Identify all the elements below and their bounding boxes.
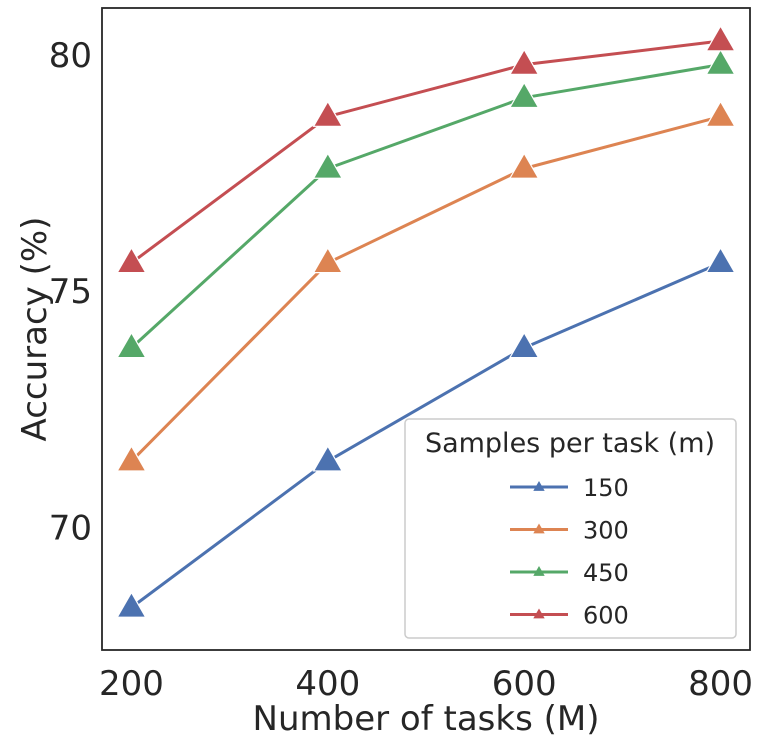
series-point-600: [312, 100, 344, 127]
series-point-450: [705, 48, 736, 75]
series-line-450: [130, 63, 721, 349]
x-tick-label: 800: [688, 664, 753, 704]
legend-marker-300: [533, 523, 545, 534]
legend-label-450: 450: [583, 559, 629, 587]
series-point-300: [705, 100, 736, 127]
plot-area: [101, 7, 751, 651]
y-axis-ticks: 70 75 80: [49, 36, 92, 548]
series-line-600: [130, 39, 721, 265]
legend-marker-450: [533, 566, 545, 576]
legend-label-600: 600: [583, 602, 629, 630]
x-tick-label: 200: [99, 664, 164, 704]
legend: Samples per task (m) 150 300 450 600: [404, 418, 737, 639]
series-point-150: [116, 591, 147, 618]
legend-marker-600: [533, 608, 545, 619]
series-point-600: [116, 246, 147, 274]
legend-box: [404, 418, 737, 639]
x-tick-label: 600: [492, 664, 557, 704]
x-axis-label: Number of tasks (M): [253, 699, 600, 739]
series-point-150: [705, 246, 736, 274]
y-axis-label: Accuracy (%): [15, 217, 55, 442]
series-point-150: [508, 331, 540, 359]
series-point-450: [508, 81, 540, 109]
series-line-300: [130, 115, 721, 463]
legend-title: Samples per task (m): [425, 428, 715, 459]
series-layer: [116, 24, 736, 618]
x-tick-label: 400: [295, 664, 360, 704]
legend-label-150: 150: [583, 474, 629, 502]
plot-frame: [101, 7, 751, 651]
series-point-450: [312, 152, 344, 179]
series-point-600: [508, 48, 540, 75]
x-axis-ticks: 200 400 600 800: [99, 664, 753, 704]
y-tick-label: 70: [49, 508, 92, 548]
series-point-300: [312, 246, 344, 274]
series-point-600: [705, 24, 736, 52]
y-tick-label: 80: [49, 36, 92, 76]
legend-marker-150: [533, 481, 545, 491]
legend-label-300: 300: [583, 517, 629, 545]
y-tick-label: 75: [49, 272, 92, 312]
series-line-150: [130, 261, 722, 609]
series-point-450: [116, 331, 147, 359]
series-point-300: [116, 444, 147, 472]
series-point-300: [508, 152, 540, 179]
series-point-150: [312, 444, 344, 472]
